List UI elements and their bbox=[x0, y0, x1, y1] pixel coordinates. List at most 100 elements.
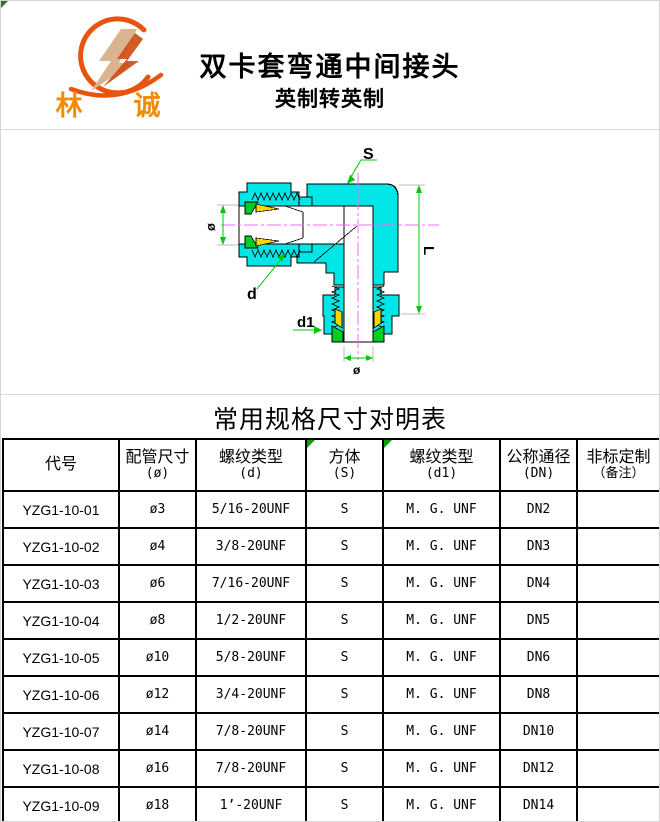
cell-code: YZG1-10-06 bbox=[2, 675, 120, 714]
label-dia-bottom: ø bbox=[353, 363, 361, 377]
cell-thread-d: 1’-20UNF bbox=[195, 786, 307, 821]
cell-dn: DN4 bbox=[499, 564, 578, 603]
logo-lightning-back bbox=[91, 29, 137, 91]
table-row: YZG1-10-08 ø16 7/8-20UNF S M. G. UNF DN12 bbox=[2, 749, 659, 788]
cell-custom bbox=[576, 527, 659, 566]
table-header-row: 代号 配管尺寸 (ø) 螺纹类型 (d) 方体 (S) 螺纹类型 (d1) 公称通径 (D… bbox=[2, 438, 659, 492]
cell-pipe-size: ø6 bbox=[118, 564, 197, 603]
cell-code: YZG1-10-03 bbox=[2, 564, 120, 603]
company-logo: 林 诚 bbox=[56, 16, 164, 121]
table-row: YZG1-10-02 ø4 3/8-20UNF S M. G. UNF DN3 bbox=[2, 527, 659, 566]
cell-pipe-size: ø10 bbox=[118, 638, 197, 677]
table-row: YZG1-10-03 ø6 7/16-20UNF S M. G. UNF DN4 bbox=[2, 564, 659, 603]
cell-square-s: S bbox=[305, 601, 384, 640]
logo-swoosh bbox=[68, 72, 164, 98]
cell-code: YZG1-10-09 bbox=[2, 786, 120, 821]
centerlines bbox=[221, 173, 439, 360]
cell-thread-d1: M. G. UNF bbox=[382, 786, 501, 821]
cell-thread-d1: M. G. UNF bbox=[382, 712, 501, 751]
col-header-pipe-size: 配管尺寸 (ø) bbox=[118, 438, 197, 492]
label-d1: d1 bbox=[297, 314, 315, 331]
table-row: YZG1-10-06 ø12 3/4-20UNF S M. G. UNF DN8 bbox=[2, 675, 659, 714]
ferrules bbox=[244, 201, 385, 343]
table-row: YZG1-10-05 ø10 5/8-20UNF S M. G. UNF DN6 bbox=[2, 638, 659, 677]
cell-thread-d: 7/8-20UNF bbox=[195, 749, 307, 788]
cell-custom bbox=[576, 712, 659, 751]
cell-code: YZG1-10-05 bbox=[2, 638, 120, 677]
page-subtitle: 英制转英制 bbox=[275, 87, 385, 111]
cell-dn: DN3 bbox=[499, 527, 578, 566]
dimension-arrows bbox=[220, 175, 422, 361]
fitting-section-drawing: S ø d d1 L ø bbox=[203, 146, 439, 377]
cell-dn: DN6 bbox=[499, 638, 578, 677]
table-title: 常用规格尺寸对明表 bbox=[212, 407, 447, 434]
logo-char-right: 诚 bbox=[134, 91, 161, 121]
cell-square-s: S bbox=[305, 638, 384, 677]
cell-custom bbox=[576, 490, 659, 529]
bore-detail-lines bbox=[284, 205, 358, 263]
cell-square-s: S bbox=[305, 749, 384, 788]
cell-custom bbox=[576, 675, 659, 714]
cell-dn: DN14 bbox=[499, 786, 578, 821]
cell-pipe-size: ø8 bbox=[118, 601, 197, 640]
cell-dn: DN5 bbox=[499, 601, 578, 640]
thread-lines bbox=[251, 191, 386, 329]
cell-thread-d: 5/16-20UNF bbox=[195, 490, 307, 529]
cell-dn: DN2 bbox=[499, 490, 578, 529]
label-d: d bbox=[247, 286, 257, 303]
cell-custom bbox=[576, 749, 659, 788]
cell-thread-d1: M. G. UNF bbox=[382, 490, 501, 529]
label-dia-left: ø bbox=[203, 223, 218, 231]
cell-custom bbox=[576, 601, 659, 640]
green-corner-flag-icon bbox=[1, 1, 8, 8]
cell-custom bbox=[576, 638, 659, 677]
col-header-dn: 公称通径 (DN) bbox=[499, 438, 578, 492]
cell-pipe-size: ø16 bbox=[118, 749, 197, 788]
cell-thread-d1: M. G. UNF bbox=[382, 749, 501, 788]
cell-thread-d1: M. G. UNF bbox=[382, 638, 501, 677]
cell-dn: DN12 bbox=[499, 749, 578, 788]
col-header-square-s: 方体 (S) bbox=[305, 438, 384, 492]
col-header-thread-d1: 螺纹类型 (d1) bbox=[382, 438, 501, 492]
cell-thread-d: 7/16-20UNF bbox=[195, 564, 307, 603]
cell-pipe-size: ø4 bbox=[118, 527, 197, 566]
page-title: 双卡套弯通中间接头 bbox=[199, 52, 461, 82]
cell-pipe-size: ø12 bbox=[118, 675, 197, 714]
table-row: YZG1-10-07 ø14 7/8-20UNF S M. G. UNF DN10 bbox=[2, 712, 659, 751]
cell-code: YZG1-10-01 bbox=[2, 490, 120, 529]
cell-square-s: S bbox=[305, 675, 384, 714]
logo-char-left: 林 bbox=[56, 91, 83, 121]
cell-thread-d: 3/4-20UNF bbox=[195, 675, 307, 714]
cell-pipe-size: ø14 bbox=[118, 712, 197, 751]
green-flag-icon bbox=[385, 441, 392, 448]
cell-thread-d: 5/8-20UNF bbox=[195, 638, 307, 677]
col-header-thread-d: 螺纹类型 (d) bbox=[195, 438, 307, 492]
cell-code: YZG1-10-04 bbox=[2, 601, 120, 640]
cell-square-s: S bbox=[305, 712, 384, 751]
cell-square-s: S bbox=[305, 490, 384, 529]
cell-custom bbox=[576, 564, 659, 603]
cell-thread-d1: M. G. UNF bbox=[382, 527, 501, 566]
table-row: YZG1-10-04 ø8 1/2-20UNF S M. G. UNF DN5 bbox=[2, 601, 659, 640]
logo-lightning-front bbox=[103, 33, 143, 87]
cell-pipe-size: ø18 bbox=[118, 786, 197, 821]
table-row: YZG1-10-01 ø3 5/16-20UNF S M. G. UNF DN2 bbox=[2, 490, 659, 529]
cell-thread-d: 7/8-20UNF bbox=[195, 712, 307, 751]
cell-dn: DN8 bbox=[499, 675, 578, 714]
cell-thread-d: 3/8-20UNF bbox=[195, 527, 307, 566]
green-flag-icon bbox=[308, 441, 315, 448]
cell-dn: DN10 bbox=[499, 712, 578, 751]
cell-thread-d1: M. G. UNF bbox=[382, 601, 501, 640]
cell-thread-d1: M. G. UNF bbox=[382, 675, 501, 714]
spec-table: 代号 配管尺寸 (ø) 螺纹类型 (d) 方体 (S) 螺纹类型 (d1) 公称通径 (D… bbox=[2, 438, 659, 821]
cell-pipe-size: ø3 bbox=[118, 490, 197, 529]
cell-square-s: S bbox=[305, 786, 384, 821]
col-header-code: 代号 bbox=[2, 438, 120, 492]
cell-thread-d: 1/2-20UNF bbox=[195, 601, 307, 640]
cell-code: YZG1-10-07 bbox=[2, 712, 120, 751]
drawing-divider bbox=[1, 394, 659, 395]
label-l: L bbox=[420, 246, 437, 255]
cell-code: YZG1-10-02 bbox=[2, 527, 120, 566]
ferrule-wedges bbox=[255, 203, 382, 329]
